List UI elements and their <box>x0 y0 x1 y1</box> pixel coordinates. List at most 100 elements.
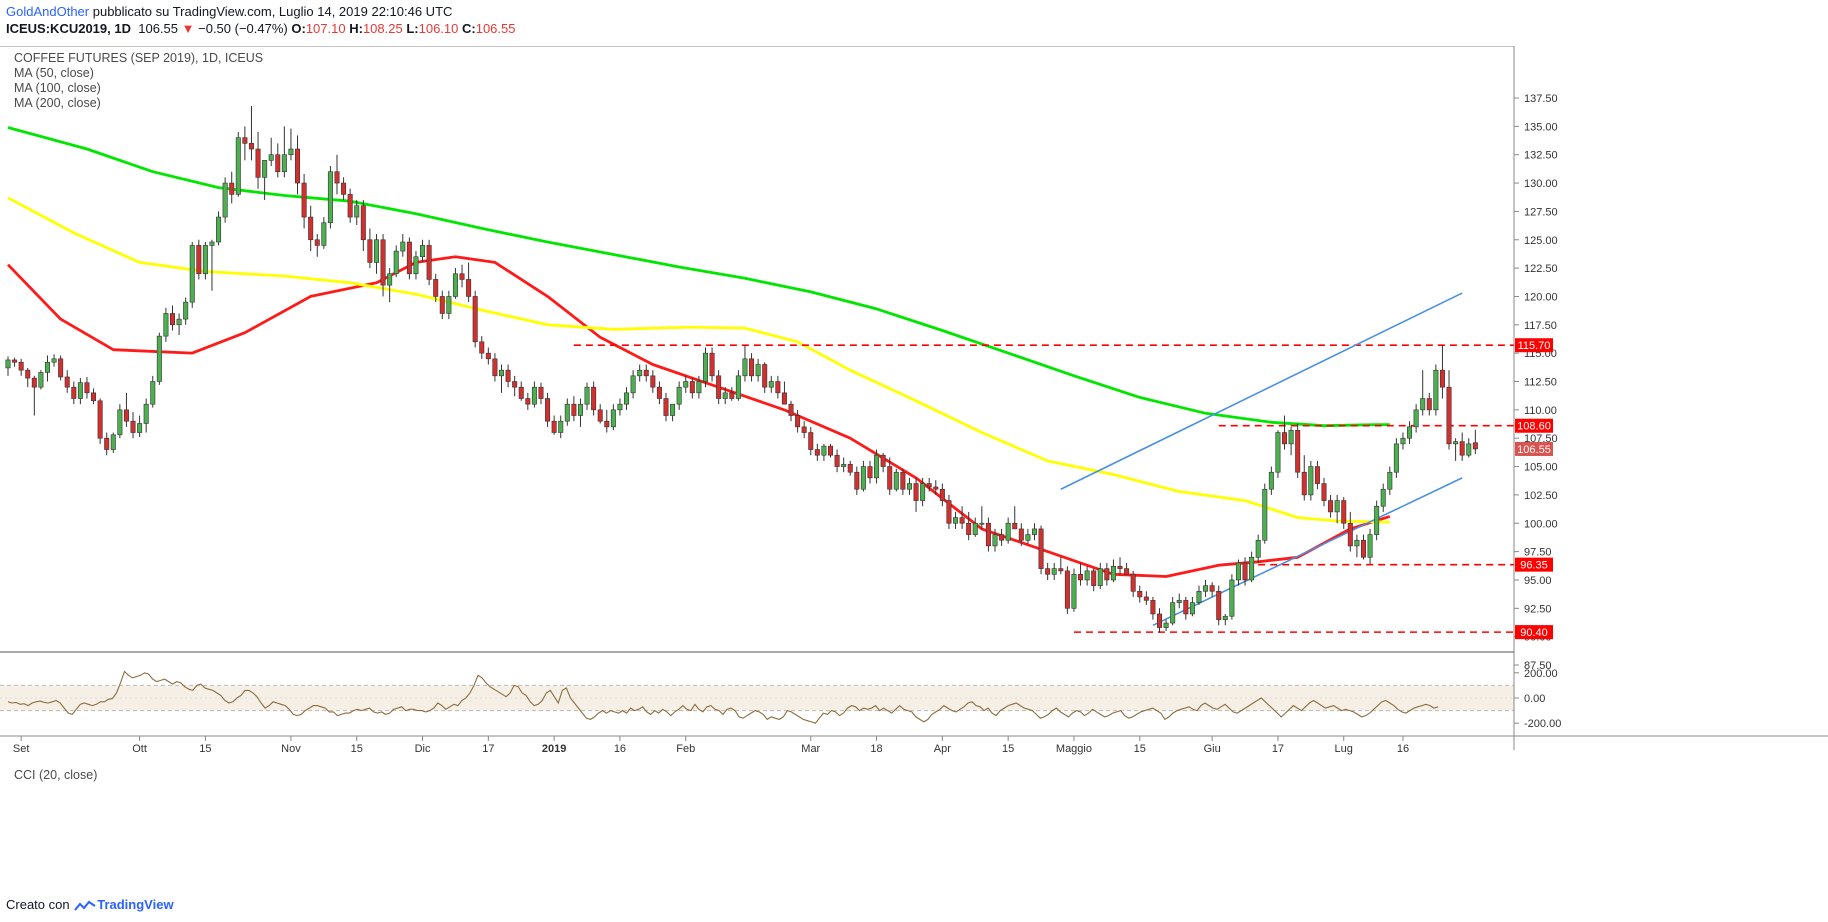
candle <box>670 403 676 422</box>
cci-tick-label: -200.00 <box>1524 718 1561 730</box>
candle-body <box>742 358 748 377</box>
candle <box>512 375 518 397</box>
candle <box>781 381 787 405</box>
candle <box>97 398 103 444</box>
candle-body <box>130 420 136 433</box>
candle-body <box>498 369 504 377</box>
candle-body <box>400 241 406 252</box>
candle <box>867 460 873 484</box>
candle-body <box>170 313 176 326</box>
candle-body <box>255 148 261 178</box>
candle <box>91 388 97 405</box>
candle-body <box>992 534 998 547</box>
candle <box>433 273 439 303</box>
candle <box>301 173 307 229</box>
candle <box>1038 525 1044 575</box>
candle <box>5 356 11 376</box>
candle-body <box>913 483 919 501</box>
candle <box>420 239 426 263</box>
candle <box>347 188 353 223</box>
candle <box>104 432 110 456</box>
candle <box>525 392 531 410</box>
candle <box>637 364 643 382</box>
cci-legend: CCI (20, close) <box>14 768 98 782</box>
candle-body <box>387 273 393 286</box>
candle-body <box>71 386 77 399</box>
price-chart[interactable]: 137.50 135.00 132.50 130.00 127.50 125.00 122.… <box>0 46 1828 894</box>
candle-body <box>321 222 327 246</box>
candle-body <box>222 182 228 218</box>
x-tick-label: 16 <box>614 743 626 755</box>
candle-body <box>1137 590 1143 598</box>
candle-body <box>735 375 741 399</box>
candle-body <box>808 432 814 450</box>
candle <box>492 353 498 382</box>
candle-body <box>1314 466 1320 484</box>
candle <box>893 468 899 492</box>
candle-body <box>84 382 90 394</box>
candle <box>341 177 347 201</box>
candle <box>209 239 215 291</box>
candle-body <box>1130 573 1136 592</box>
candle-body <box>1189 602 1195 615</box>
candle-body <box>545 398 551 422</box>
candle <box>1183 596 1189 620</box>
candle-body <box>972 522 978 535</box>
created-with: Creato con <box>6 897 70 912</box>
candle-body <box>1407 426 1413 439</box>
candle <box>1341 497 1347 529</box>
candle <box>801 421 807 439</box>
y-tick-label: 105.00 <box>1524 462 1558 474</box>
candle-body <box>137 423 143 433</box>
candle-body <box>25 369 31 379</box>
candle <box>1288 426 1294 456</box>
candle <box>1459 432 1465 461</box>
candle <box>189 242 195 308</box>
candle <box>953 511 959 529</box>
candle-body <box>893 471 899 490</box>
candle-body <box>656 386 662 399</box>
candle-body <box>1176 600 1182 603</box>
candle <box>1262 483 1268 544</box>
candle <box>683 375 689 393</box>
author-link[interactable]: GoldAndOther <box>6 4 90 19</box>
candle <box>1110 559 1116 583</box>
candle <box>1347 511 1353 552</box>
x-tick-label: 18 <box>870 743 882 755</box>
candle <box>814 443 820 461</box>
candle <box>1282 415 1288 450</box>
candle <box>913 477 919 512</box>
x-tick-label: Feb <box>676 743 695 755</box>
candle-body <box>834 454 840 467</box>
tradingview-link[interactable]: TradingView <box>97 897 174 912</box>
candle <box>584 382 590 410</box>
candle-body <box>44 361 50 373</box>
candle <box>1025 528 1031 544</box>
channel-upper-trendline <box>1060 292 1463 490</box>
candle-body <box>999 534 1005 541</box>
candle-body <box>1282 432 1288 445</box>
price-change: −0.50 (−0.47%) <box>198 21 288 36</box>
candle <box>1242 557 1248 586</box>
candle <box>1163 619 1169 631</box>
candle <box>768 375 774 393</box>
y-tick-label: 132.50 <box>1524 150 1558 162</box>
candle-body <box>518 386 524 399</box>
candle-body <box>77 382 83 399</box>
candle-body <box>1301 471 1307 496</box>
candle-body <box>64 376 70 388</box>
candle <box>696 375 702 399</box>
candle-body <box>360 205 366 241</box>
candle-body <box>31 377 37 388</box>
candle-body <box>406 241 412 275</box>
y-tick-label: 122.50 <box>1524 263 1558 275</box>
candle <box>1176 593 1182 609</box>
candle <box>933 480 939 495</box>
candle-body <box>380 239 386 286</box>
candle <box>295 135 301 195</box>
price-label-box <box>1515 338 1553 353</box>
x-tick-label: Dic <box>415 743 431 755</box>
candle-body <box>1374 505 1380 535</box>
candle-body <box>235 137 241 195</box>
candle <box>1045 562 1051 580</box>
